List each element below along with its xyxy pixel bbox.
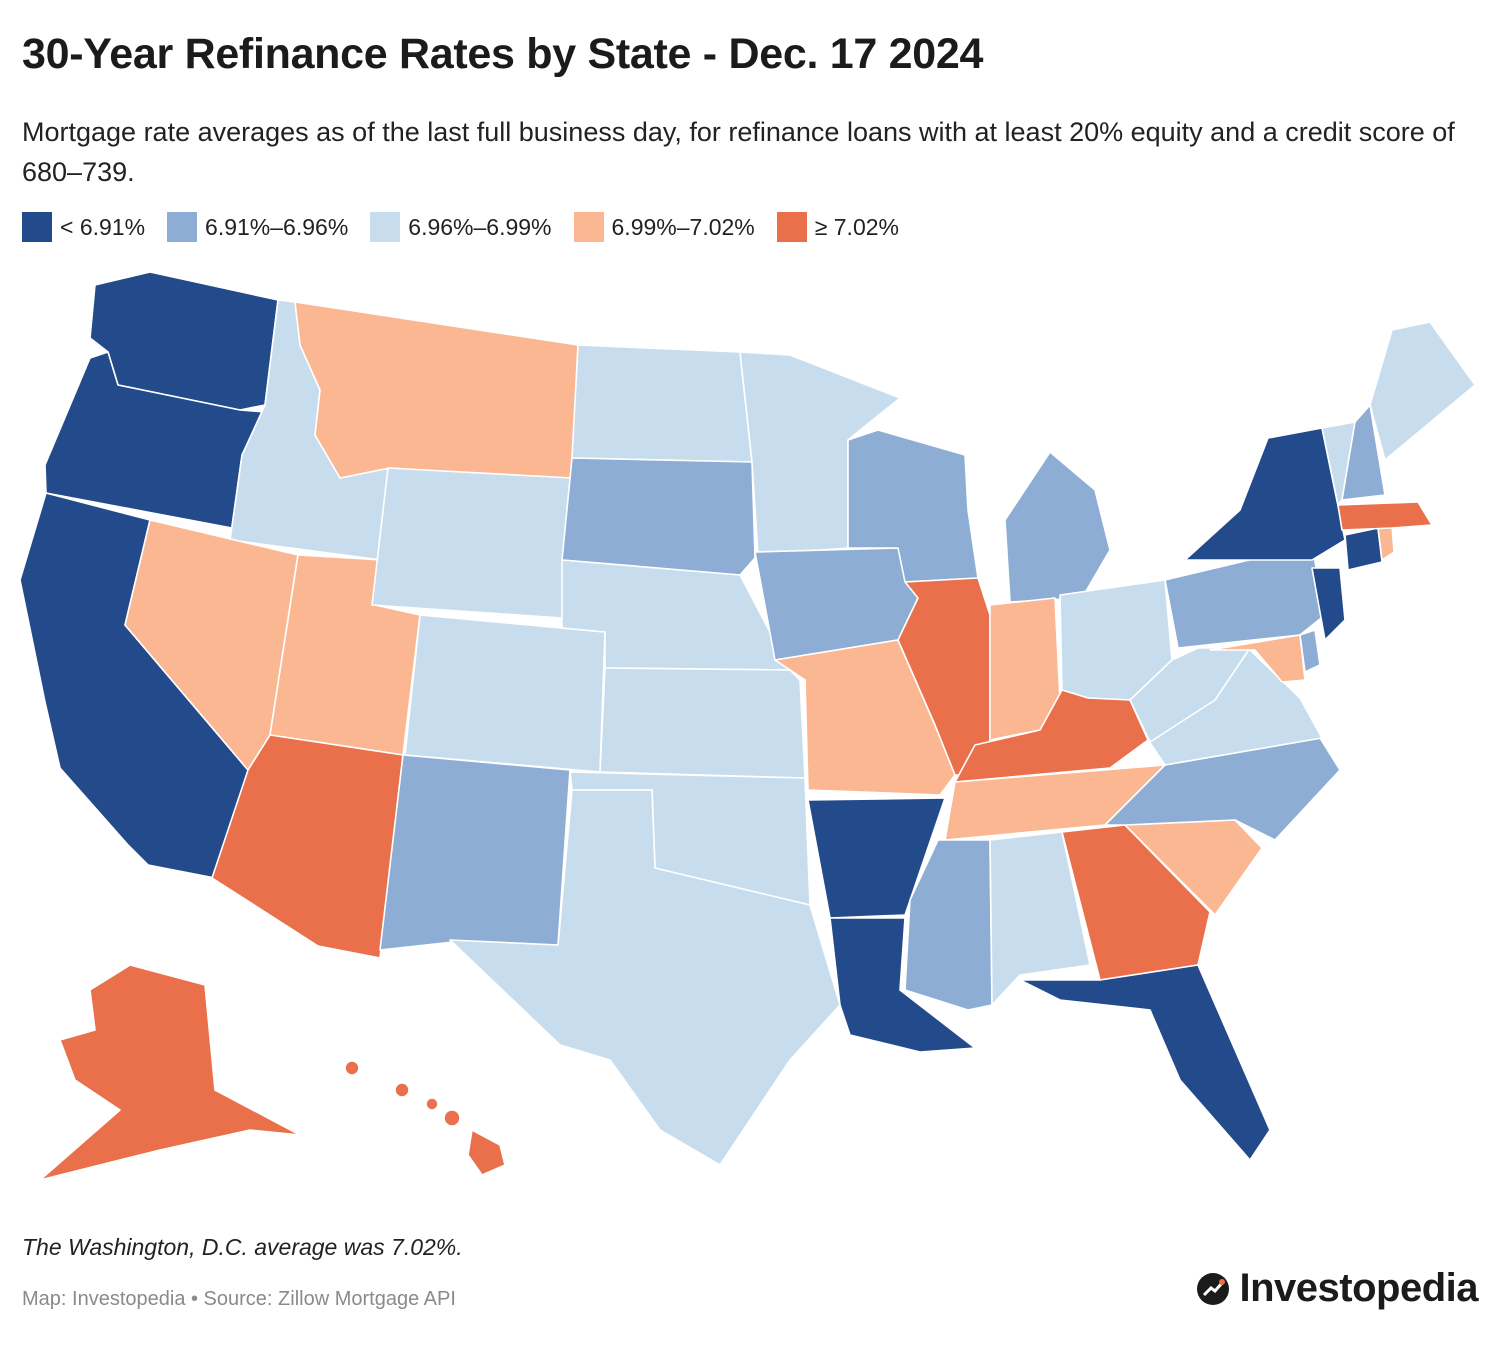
legend-item-1: < 6.91% — [22, 212, 145, 242]
legend-label-2: 6.91%–6.96% — [205, 213, 349, 240]
state-mt[interactable] — [294, 301, 579, 481]
hi-island-oahu — [394, 1082, 410, 1098]
footnote: The Washington, D.C. average was 7.02%. — [22, 1234, 463, 1260]
us-state-map — [19, 271, 1476, 1181]
state-ma[interactable] — [1337, 501, 1433, 531]
investopedia-logo-icon — [1197, 1272, 1230, 1305]
hi-island-kauai — [344, 1060, 360, 1076]
state-fl[interactable] — [1019, 964, 1271, 1161]
state-tx[interactable] — [449, 789, 841, 1166]
state-me[interactable] — [1369, 321, 1476, 461]
state-ks[interactable] — [599, 667, 806, 779]
legend-swatch-5 — [776, 212, 807, 242]
state-la[interactable] — [829, 917, 976, 1053]
chart-title: 30-Year Refinance Rates by State - Dec. … — [22, 30, 984, 78]
state-co[interactable] — [404, 614, 606, 773]
legend-label-3: 6.96%–6.99% — [408, 213, 552, 240]
legend-swatch-4 — [573, 212, 604, 242]
states-group — [19, 271, 1476, 1181]
state-al[interactable] — [989, 831, 1091, 1006]
legend-swatch-3 — [370, 212, 401, 242]
state-de[interactable] — [1299, 629, 1321, 673]
state-nh[interactable] — [1341, 404, 1386, 501]
state-nj[interactable] — [1311, 567, 1346, 641]
legend-swatch-1 — [22, 212, 52, 242]
state-nm[interactable] — [379, 754, 571, 951]
legend-swatch-2 — [167, 212, 198, 242]
hi-island-maui — [443, 1109, 461, 1127]
legend-label-5: ≥ 7.02% — [814, 213, 899, 240]
legend-label-1: < 6.91% — [60, 213, 146, 240]
state-ny[interactable] — [1184, 427, 1346, 561]
hi-island-molokai — [425, 1097, 439, 1111]
brand-logo: Investopedia — [1195, 1266, 1478, 1311]
legend-item-3: 6.96%–6.99% — [370, 212, 552, 242]
state-hi[interactable] — [344, 1060, 506, 1176]
legend-label-4: 6.99%–7.02% — [611, 213, 755, 240]
state-mi[interactable] — [1004, 451, 1111, 603]
legend-item-4: 6.99%–7.02% — [573, 212, 755, 242]
state-wy[interactable] — [371, 467, 573, 619]
hi-island-big — [467, 1129, 506, 1176]
state-ak[interactable] — [39, 964, 301, 1181]
chart-subtitle: Mortgage rate averages as of the last fu… — [22, 117, 1455, 187]
state-ar[interactable] — [807, 797, 946, 919]
legend-item-2: 6.91%–6.96% — [167, 212, 348, 242]
brand-name: Investopedia — [1239, 1266, 1478, 1310]
state-sd[interactable] — [561, 457, 756, 576]
state-ct[interactable] — [1344, 527, 1383, 571]
source-credit: Map: Investopedia • Source: Zillow Mortg… — [22, 1288, 456, 1310]
legend: < 6.91% 6.91%–6.96% 6.96%–6.99% 6.99%–7.… — [22, 212, 921, 242]
state-nd[interactable] — [571, 344, 753, 463]
state-md[interactable] — [1209, 634, 1306, 683]
state-ga[interactable] — [1061, 824, 1211, 981]
legend-item-5: ≥ 7.02% — [776, 212, 899, 242]
